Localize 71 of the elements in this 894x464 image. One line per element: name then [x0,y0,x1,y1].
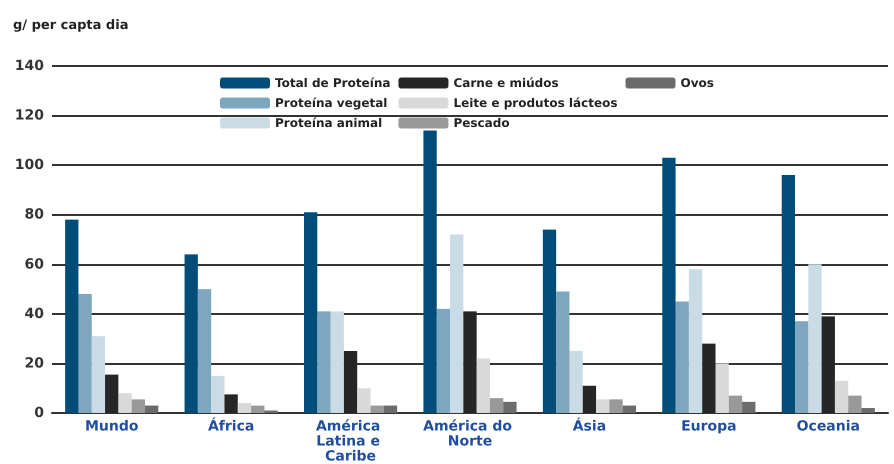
bar [78,294,92,413]
bar [330,311,344,413]
legend-label: Leite e produtos lácteos [453,96,618,110]
x-tick-label: África [208,418,254,434]
legend-label: Total de Proteína [275,76,390,90]
y-tick-label: 120 [14,108,44,124]
bar [609,399,623,413]
bar [556,292,570,413]
bar [688,269,702,413]
bar [542,230,556,413]
bar [132,399,145,413]
legend-label: Proteína vegetal [275,96,388,110]
bar [596,399,610,413]
bar [357,388,371,413]
x-tick-label: Mundo [84,418,139,434]
bar [569,351,583,413]
bar [822,316,835,413]
bar [238,403,252,413]
y-tick-label: 40 [24,306,44,322]
bar [862,408,875,413]
y-tick-label: 20 [24,355,44,372]
bar [808,264,822,413]
y-tick-label: 60 [24,256,44,272]
bar [676,301,689,413]
x-tick-label: Europa [681,418,737,434]
bar [622,406,636,413]
bar [65,220,78,413]
bar [503,402,517,413]
x-tick-label: América Latina e Caribe [316,418,386,464]
bar [582,386,596,413]
bar [795,321,808,413]
x-tick-label: Oceania [796,418,860,434]
y-tick-label: 140 [14,58,44,74]
y-tick-label: 80 [24,206,44,223]
legend-label: Carne e miúdos [453,76,559,90]
y-tick-label: 100 [14,157,44,174]
y-axis-title: g/ per capta dia [13,18,128,33]
legend-label: Pescado [453,116,510,130]
bar [716,363,729,413]
bar [742,402,756,413]
bar [344,351,358,413]
x-tick-label: América do Norte [423,418,517,450]
bar [384,406,398,413]
bar [848,396,862,413]
bar [463,311,477,413]
bar [224,394,238,413]
legend-label: Ovos [680,76,714,90]
bar [211,376,224,413]
bar [144,406,158,413]
bar [662,158,676,413]
bar [370,406,384,413]
bar [184,254,198,413]
bar [728,396,742,413]
bar [304,212,318,413]
y-tick-label: 0 [34,405,44,421]
bar [423,130,437,413]
bar [834,380,848,413]
bar [436,308,450,413]
bar [317,311,331,413]
bar [702,344,716,413]
bar [198,289,212,413]
x-tick-label: Ásia [572,418,606,434]
bar [118,393,132,413]
bar [490,398,504,413]
bar [782,175,796,413]
bar [92,336,106,413]
bar [476,358,490,413]
bar [105,374,118,413]
bar [251,406,264,413]
legend-label: Proteína animal [275,116,382,130]
bar [450,234,464,413]
